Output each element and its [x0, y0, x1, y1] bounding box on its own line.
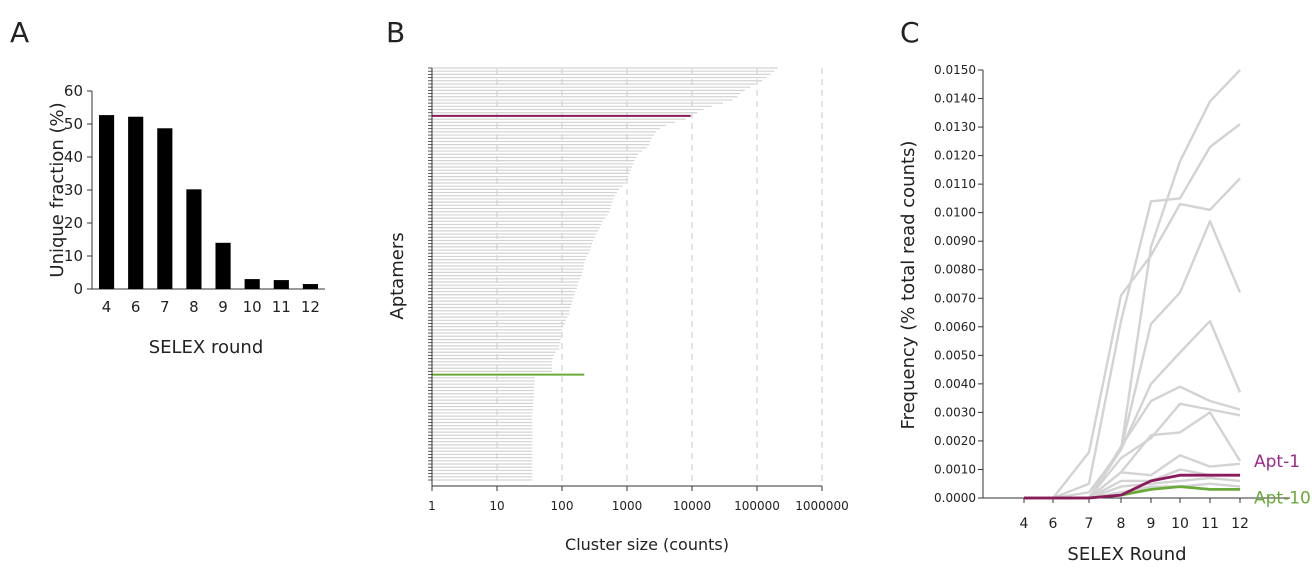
panel-c-y-tick-label: 0.0120	[934, 149, 976, 163]
panel-c-y-tick-label: 0.0030	[934, 405, 976, 419]
panel-c-y-tick-label: 0.0020	[934, 434, 976, 448]
panel-c-background-line	[1024, 177, 1241, 500]
panel-a-x-tick-label: 6	[131, 298, 141, 316]
panel-b-x-tick-label: 10	[489, 499, 504, 513]
panel-c-axes	[978, 69, 1290, 503]
panel-c-x-tick-label: 9	[1147, 516, 1156, 532]
panel-c-background-lines	[1024, 69, 1242, 500]
panel-a-x-tick-label: 9	[218, 298, 228, 316]
panel-c-y-tick-label: 0.0130	[934, 120, 976, 134]
panel-c-background-line	[1024, 123, 1241, 500]
panel-a-bar	[186, 189, 202, 289]
panel-letter-c: C	[900, 16, 920, 49]
panel-c-y-tick-label: 0.0110	[934, 177, 976, 191]
panel-c-frequency-chart: 0.0000 0.0010 0.0020 0.0030 0.0040 0.0050 0.00…	[898, 63, 1311, 565]
panel-b-highlight-bars	[432, 114, 691, 376]
panel-c-y-tick-label: 0.0040	[934, 377, 976, 391]
panel-a-y-tick-label: 20	[64, 214, 83, 232]
panel-a-x-tick-label: 8	[189, 298, 199, 316]
panel-c-y-tick-label: 0.0080	[934, 263, 976, 277]
panel-c-y-tick-label: 0.0100	[934, 206, 976, 220]
panel-c-x-tick-label: 12	[1231, 516, 1249, 532]
panel-c-background-line	[1024, 219, 1242, 500]
panel-c-y-tick-label: 0.0050	[934, 348, 976, 362]
panel-c-y-tick-label: 0.0090	[934, 234, 976, 248]
panel-b-x-tick-label: 1000000	[795, 499, 848, 513]
panel-c-y-tick-label: 0.0000	[934, 491, 976, 505]
panel-a-y-tick-label: 30	[64, 181, 83, 199]
panel-b-x-tick-label: 10000	[673, 499, 711, 513]
panel-b-y-axis-label: Aptamers	[387, 232, 408, 319]
panel-a-bars	[98, 115, 319, 290]
panel-a-bar	[157, 128, 173, 289]
panel-a-y-axis-label: Unique fraction (%)	[47, 102, 68, 277]
panel-c-x-axis-label: SELEX Round	[1067, 544, 1186, 565]
panel-c-x-tick-label: 7	[1085, 516, 1094, 532]
panel-c-y-tick-labels: 0.0000 0.0010 0.0020 0.0030 0.0040 0.0050 0.00…	[934, 63, 976, 505]
panel-c-x-tick-label: 4	[1020, 516, 1029, 532]
panel-c-y-tick-label: 0.0010	[934, 462, 976, 476]
panel-a-bar	[244, 279, 260, 289]
panel-a-y-tick-label: 40	[64, 148, 83, 166]
panel-a-unique-fraction-chart: 0 10 20 30 40 50 60 4 6 7 8 9 10 11 12 Unique fractio…	[47, 82, 325, 358]
panel-c-series-labels: Apt-1 Apt-10	[1254, 452, 1311, 508]
panel-a-y-tick-label: 10	[64, 247, 83, 265]
panel-b-x-tick-label: 100000	[734, 499, 780, 513]
panel-c-background-line	[1024, 69, 1241, 500]
panel-c-y-tick-label: 0.0070	[934, 291, 976, 305]
panel-c-x-tick-label: 8	[1117, 516, 1126, 532]
panel-b-x-tick-labels: 1 10 100 1000 10000 100000 1000000	[428, 499, 849, 513]
panel-a-y-tick-label: 50	[64, 115, 83, 133]
panel-c-x-tick-label: 6	[1049, 516, 1058, 532]
panel-a-x-tick-label: 7	[160, 298, 170, 316]
panel-a-x-tick-labels: 4 6 7 8 9 10 11 12	[102, 298, 320, 316]
panel-a-bar	[215, 242, 231, 289]
panel-a-axes	[87, 90, 325, 290]
panel-a-bar	[273, 280, 289, 289]
panel-b-x-tick-label: 1	[428, 499, 436, 513]
panel-letter-a: A	[10, 16, 29, 49]
panel-a-x-tick-label: 11	[272, 298, 291, 316]
panel-a-y-tick-label: 0	[73, 280, 83, 298]
panel-c-y-tick-label: 0.0140	[934, 92, 976, 106]
panel-c-x-tick-label: 11	[1201, 516, 1219, 532]
panel-a-y-tick-labels: 0 10 20 30 40 50 60	[64, 82, 83, 298]
panel-a-bar	[98, 115, 115, 289]
panel-c-x-tick-labels: 4 6 7 8 9 10 11 12	[1020, 516, 1249, 532]
panel-a-y-tick-label: 60	[64, 82, 83, 100]
panel-a-x-tick-label: 12	[301, 298, 320, 316]
panel-a-bar	[128, 116, 144, 290]
panel-c-y-tick-label: 0.0060	[934, 320, 976, 334]
panel-b-bars	[432, 67, 778, 481]
panel-c-series-label: Apt-1	[1254, 452, 1300, 472]
panel-c-x-tick-label: 10	[1171, 516, 1189, 532]
panel-b-axes	[428, 67, 823, 491]
panel-b-cluster-size-chart: 1 10 100 1000 10000 100000 1000000 Aptamers Cl…	[387, 67, 849, 554]
panel-a-x-tick-label: 10	[243, 298, 262, 316]
panel-c-series-line	[1024, 473, 1240, 500]
panel-a-x-axis-label: SELEX round	[149, 337, 264, 358]
panel-c-y-tick-label: 0.0150	[934, 63, 976, 77]
panel-a-bar	[302, 284, 319, 289]
panel-c-y-axis-label: Frequency (% total read counts)	[898, 141, 919, 430]
panel-b-x-tick-label: 1000	[612, 499, 643, 513]
panel-c-highlight-lines	[1024, 473, 1240, 500]
panel-b-x-tick-label: 100	[551, 499, 574, 513]
panel-b-gridlines	[496, 68, 823, 482]
panel-c-series-label: Apt-10	[1254, 488, 1311, 508]
panel-b-x-axis-label: Cluster size (counts)	[565, 535, 729, 554]
panel-a-x-tick-label: 4	[102, 298, 112, 316]
panel-letter-b: B	[386, 16, 405, 49]
